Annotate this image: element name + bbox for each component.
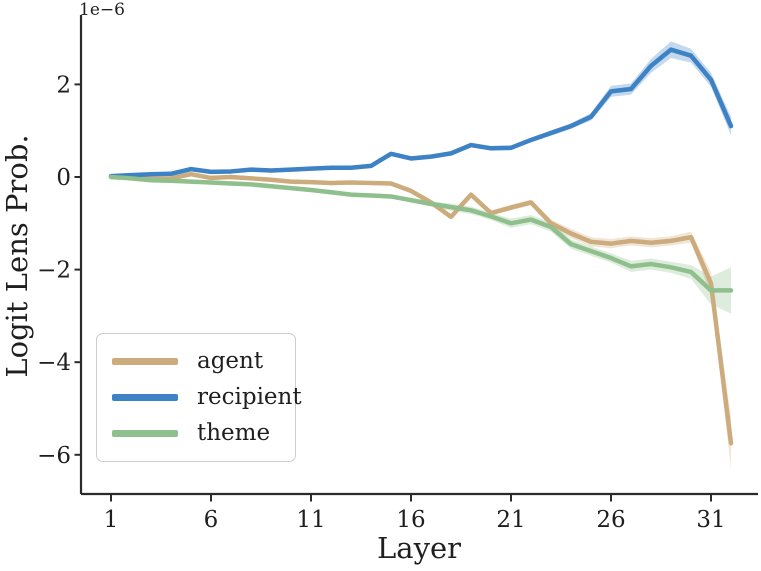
y-axis-offset-text: 1e−6 (79, 0, 125, 20)
legend-label: agent (197, 347, 264, 374)
legend-label: theme (197, 420, 271, 447)
legend: agent recipient theme (96, 333, 302, 462)
x-tick-label: 11 (296, 507, 325, 533)
legend-swatch-recipient (112, 393, 178, 401)
line-theme (108, 174, 734, 293)
x-tick-label: 16 (396, 507, 425, 533)
axes (79, 15, 758, 496)
y-tick-label: −4 (37, 350, 71, 376)
x-axis-label: Layer (377, 531, 461, 565)
y-tick-label: 2 (56, 72, 71, 98)
y-axis-label: Logit Lens Prob. (0, 134, 34, 377)
legend-swatch-agent (112, 357, 178, 365)
y-tick-label: −6 (37, 443, 71, 469)
x-tick-label: 1 (104, 507, 119, 533)
legend-item-agent: agent (97, 347, 295, 374)
data-lines (108, 47, 734, 446)
legend-item-recipient: recipient (97, 385, 302, 409)
legend-label: recipient (197, 383, 302, 410)
x-tick-label: 21 (496, 507, 525, 533)
band-recipient (111, 41, 731, 177)
line-agent (108, 171, 734, 446)
y-tick-label: 0 (56, 165, 71, 191)
legend-item-theme: theme (97, 422, 295, 445)
y-tick-label: −2 (37, 258, 71, 284)
x-tick-label: 6 (204, 507, 219, 533)
legend-swatch-theme (112, 430, 178, 438)
x-tick-label: 31 (696, 507, 725, 533)
x-tick-label: 26 (596, 507, 625, 533)
tick-marks (74, 83, 712, 502)
line-recipient (108, 47, 734, 179)
